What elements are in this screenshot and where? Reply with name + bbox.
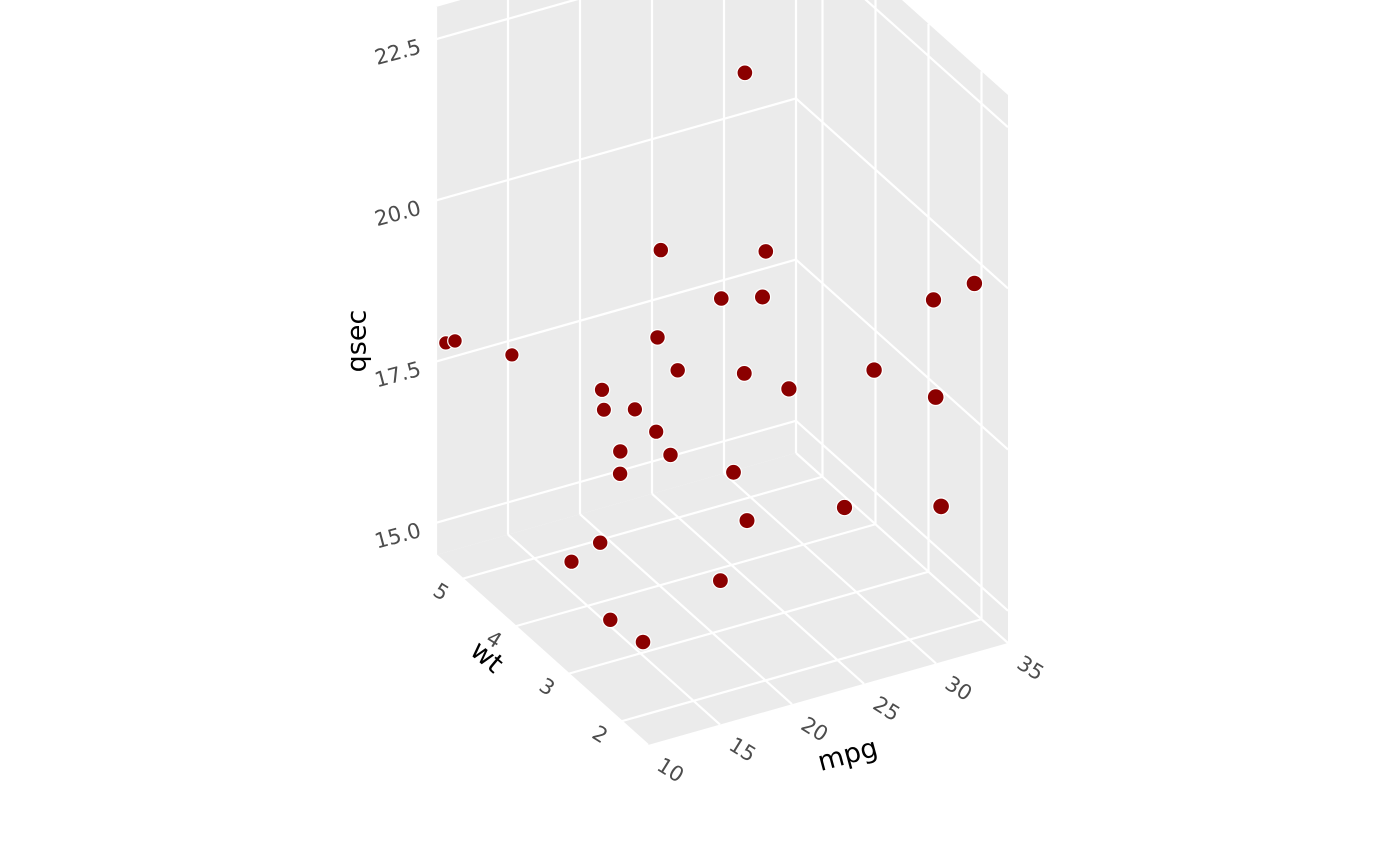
z-axis-title: qsec: [342, 310, 373, 373]
grid-line-floor-wt: [515, 523, 876, 628]
data-point: [724, 463, 743, 481]
data-point: [932, 497, 951, 516]
grid-line-side-qsec: [795, 97, 1009, 290]
grid-line-floor-wt: [568, 570, 929, 675]
data-point: [447, 333, 463, 349]
y-tick-label: 5: [429, 578, 453, 605]
data-point: [669, 361, 687, 379]
background-panes: [436, 0, 1008, 745]
grid-line-floor-mpg: [651, 492, 865, 685]
data-point: [757, 242, 775, 260]
x-axis-title: mpg: [814, 732, 881, 778]
z-tick-label: 17.5: [372, 357, 423, 392]
y-axis-title: wt: [464, 635, 509, 680]
data-point: [662, 446, 679, 464]
x-tick-label: 20: [797, 712, 832, 747]
grid-line-floor-mpg: [795, 452, 1009, 644]
back-pane-wt: [436, 0, 796, 555]
grid-line-side-qsec: [864, 0, 1009, 129]
data-point: [780, 380, 798, 398]
data-point: [601, 611, 619, 629]
z-tick-label: 22.5: [372, 35, 423, 70]
data-point: [738, 511, 756, 530]
grid-line-floor-mpg: [579, 513, 793, 706]
data-point: [595, 401, 613, 418]
grid-line-side-qsec: [795, 258, 1009, 451]
data-point: [753, 288, 772, 306]
grid-line-floor-wt: [462, 475, 823, 580]
data-point: [924, 291, 943, 309]
data-point: [563, 553, 580, 570]
data-point: [711, 571, 730, 590]
z-tick-label: 20.0: [372, 196, 423, 231]
side-pane-mpg: [796, 0, 1008, 643]
x-tick-label: 25: [869, 692, 904, 727]
data-point: [591, 534, 609, 552]
x-tick-label: 10: [653, 753, 688, 788]
grid-lines: [434, 0, 1009, 746]
x-tick-label: 15: [725, 732, 760, 767]
data-point: [611, 465, 629, 483]
data-point: [504, 347, 520, 363]
data-point: [652, 241, 670, 259]
data-point: [712, 290, 730, 308]
grid-line-back-qsec: [435, 0, 579, 41]
y-tick-label: 3: [535, 673, 559, 700]
x-tick-label: 30: [941, 671, 976, 706]
data-point: [611, 443, 629, 460]
x-tick-label: 35: [1013, 651, 1048, 686]
data-point: [649, 329, 666, 346]
grid-line-floor-wt: [621, 618, 982, 723]
data-point: [634, 633, 652, 651]
data-points: [437, 64, 984, 651]
data-point: [593, 381, 611, 399]
z-tick-label: 15.0: [372, 518, 423, 553]
floor-pane: [436, 453, 1008, 745]
data-point: [965, 274, 984, 293]
grid-line-side-qsec: [795, 419, 1009, 612]
data-point: [736, 64, 754, 82]
grid-line-floor-mpg: [507, 533, 721, 726]
grid-line-back-qsec: [435, 258, 797, 363]
data-point: [835, 498, 854, 517]
data-point: [626, 401, 644, 418]
grid-line-back-qsec: [435, 97, 797, 202]
data-point: [865, 361, 883, 380]
data-point: [647, 423, 665, 440]
data-point: [735, 364, 753, 382]
grid-line-floor-mpg: [435, 554, 649, 746]
y-tick-label: 2: [588, 721, 612, 748]
data-point: [926, 388, 945, 407]
grid-line-floor-mpg: [723, 472, 937, 665]
